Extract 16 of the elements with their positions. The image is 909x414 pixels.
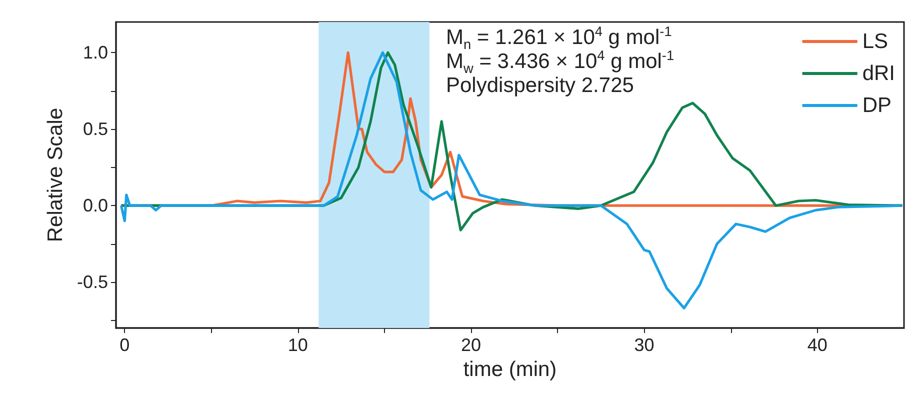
y-tick-label: -0.5 — [76, 272, 108, 292]
legend-label: dRI — [862, 62, 896, 85]
x-tick-label: 40 — [807, 335, 828, 355]
y-axis-title: Relative Scale — [44, 108, 68, 242]
x-tick-label: 0 — [120, 335, 130, 355]
x-axis-title: time (min) — [463, 358, 557, 381]
y-tick-label: 0.5 — [82, 119, 108, 140]
y-tick-label: 1.0 — [82, 42, 108, 63]
legend-label: LS — [862, 30, 888, 53]
x-tick-label: 20 — [461, 335, 482, 355]
annotation-text: M$_{n}$ = 1.261 × 10$^{4}$ g mol$^{-1}$ M$_{w}$ = 3.436 × 10$^{4}$ g mol$^{-1}$ Polydispersity 2.725 — [446, 26, 674, 98]
x-tick-label: 30 — [634, 335, 654, 355]
y-tick-label: 0.0 — [82, 196, 108, 216]
legend-label: DP — [862, 94, 892, 117]
line-series — [120, 51, 904, 310]
x-tick-label: 10 — [288, 335, 308, 355]
